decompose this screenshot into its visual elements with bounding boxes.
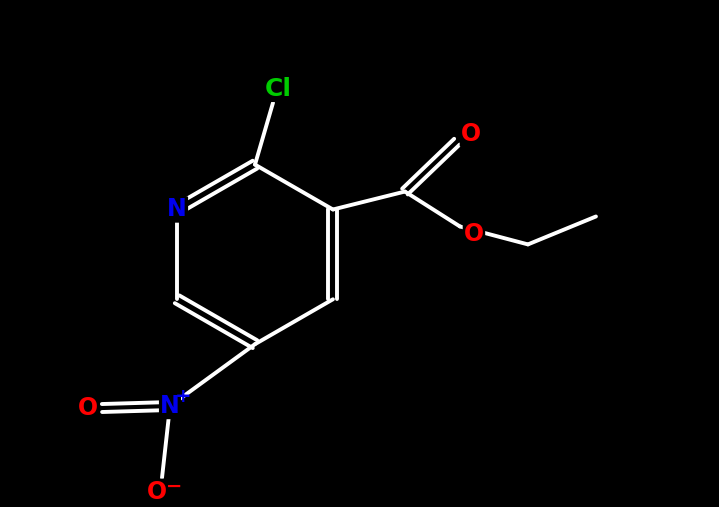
Text: O: O (461, 122, 481, 146)
Text: +: + (175, 386, 191, 406)
Text: Cl: Cl (265, 77, 291, 101)
Text: N: N (168, 198, 187, 222)
Text: −: − (166, 477, 182, 496)
Text: O: O (147, 480, 167, 504)
Text: O: O (464, 223, 484, 246)
Text: N: N (160, 394, 180, 418)
Text: O: O (78, 396, 98, 420)
